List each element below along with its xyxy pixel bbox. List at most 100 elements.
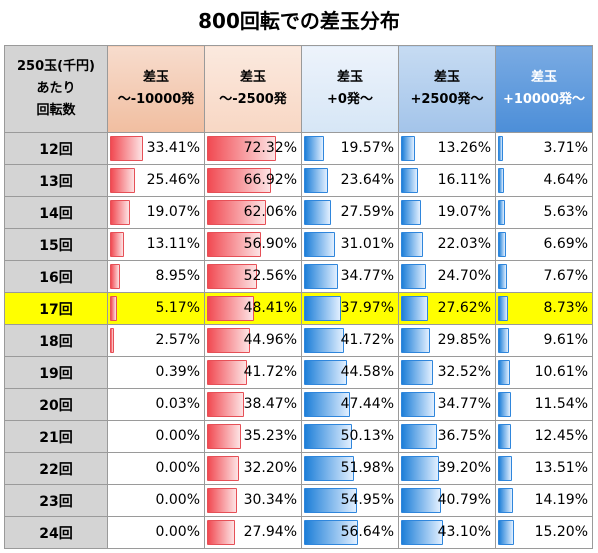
data-bar [304, 200, 331, 225]
percentage-value: 0.00% [155, 460, 200, 476]
value-cell: 5.63% [495, 196, 593, 229]
data-bar [110, 232, 124, 257]
percentage-value: 56.90% [243, 236, 297, 252]
column-header: 差玉 ～-10000発 [107, 45, 205, 133]
column-header-line1: 差玉 [433, 70, 460, 85]
value-cell: 56.90% [204, 228, 302, 261]
value-cell: 8.95% [107, 260, 205, 293]
percentage-value: 22.03% [437, 236, 491, 252]
value-cell: 23.64% [301, 164, 399, 197]
percentage-value: 47.44% [340, 396, 394, 412]
data-bar [304, 392, 350, 417]
value-cell: 48.41% [204, 292, 302, 325]
percentage-value: 41.72% [340, 332, 394, 348]
data-bar [207, 392, 244, 417]
percentage-value: 4.64% [543, 172, 588, 188]
value-cell: 52.56% [204, 260, 302, 293]
value-cell: 12.45% [495, 420, 593, 453]
data-bar [401, 520, 443, 545]
row-label: 13回 [4, 164, 108, 197]
column-header-line1: 差玉 [530, 70, 557, 85]
percentage-value: 7.67% [543, 268, 588, 284]
table-row: 18回 2.57% 44.96% 41.72% 29.85% 9.61% [4, 324, 593, 357]
percentage-value: 6.69% [543, 236, 588, 252]
value-cell: 19.07% [107, 196, 205, 229]
value-cell: 35.23% [204, 420, 302, 453]
percentage-value: 66.92% [243, 172, 297, 188]
data-bar [207, 168, 271, 193]
percentage-value: 39.20% [437, 460, 491, 476]
value-cell: 27.62% [398, 292, 496, 325]
value-cell: 33.41% [107, 132, 205, 165]
data-bar [304, 168, 328, 193]
value-cell: 32.52% [398, 356, 496, 389]
value-cell: 19.07% [398, 196, 496, 229]
value-cell: 16.11% [398, 164, 496, 197]
percentage-value: 36.75% [437, 428, 491, 444]
percentage-value: 44.58% [340, 364, 394, 380]
value-cell: 15.20% [495, 516, 593, 549]
data-bar [304, 264, 338, 289]
data-bar [498, 296, 508, 321]
value-cell: 6.69% [495, 228, 593, 261]
table-row: 24回 0.00% 27.94% 56.64% 43.10% 15.20% [4, 516, 593, 549]
data-bar [401, 360, 433, 385]
percentage-value: 35.23% [243, 428, 297, 444]
data-bar [110, 200, 130, 225]
percentage-value: 19.57% [340, 140, 394, 156]
row-label: 23回 [4, 484, 108, 517]
value-cell: 0.00% [107, 484, 205, 517]
value-cell: 41.72% [301, 324, 399, 357]
value-cell: 3.71% [495, 132, 593, 165]
column-header-line2: ～-2500発 [219, 92, 287, 107]
data-bar [304, 456, 354, 481]
data-bar [498, 360, 510, 385]
percentage-value: 2.57% [155, 332, 200, 348]
percentage-value: 3.71% [543, 140, 588, 156]
data-bar [401, 168, 418, 193]
distribution-table: 250玉(千円) あたり 回転数 差玉 ～-10000発 差玉 ～-2500発 … [4, 45, 593, 549]
data-bar [110, 168, 135, 193]
value-cell: 32.20% [204, 452, 302, 485]
percentage-value: 27.94% [243, 524, 297, 540]
data-bar [401, 488, 441, 513]
table-row: 19回 0.39% 41.72% 44.58% 32.52% 10.61% [4, 356, 593, 389]
value-cell: 27.59% [301, 196, 399, 229]
table-row: 17回 5.17% 48.41% 37.97% 27.62% 8.73% [4, 292, 593, 325]
column-header: 差玉 +0発～ [301, 45, 399, 133]
percentage-value: 38.47% [243, 396, 297, 412]
value-cell: 30.34% [204, 484, 302, 517]
table-row: 22回 0.00% 32.20% 51.98% 39.20% 13.51% [4, 452, 593, 485]
percentage-value: 34.77% [437, 396, 491, 412]
row-label: 17回 [4, 292, 108, 325]
percentage-value: 29.85% [437, 332, 491, 348]
data-bar [498, 136, 503, 161]
percentage-value: 40.79% [437, 492, 491, 508]
table-title: 800回転での差玉分布 [198, 9, 400, 33]
percentage-value: 0.00% [155, 524, 200, 540]
data-bar [207, 360, 247, 385]
column-header-line2: +0発～ [327, 92, 373, 107]
data-bar [207, 200, 266, 225]
data-bar [207, 456, 239, 481]
row-label: 19回 [4, 356, 108, 389]
value-cell: 56.64% [301, 516, 399, 549]
value-cell: 50.13% [301, 420, 399, 453]
percentage-value: 43.10% [437, 524, 491, 540]
value-cell: 2.57% [107, 324, 205, 357]
table-row: 20回 0.03% 38.47% 47.44% 34.77% 11.54% [4, 388, 593, 421]
percentage-value: 14.19% [534, 492, 588, 508]
percentage-value: 25.46% [146, 172, 200, 188]
data-bar [304, 136, 324, 161]
value-cell: 25.46% [107, 164, 205, 197]
table-row: 13回 25.46% 66.92% 23.64% 16.11% 4.64% [4, 164, 593, 197]
percentage-value: 10.61% [534, 364, 588, 380]
data-bar [207, 296, 254, 321]
column-header: 差玉 ～-2500発 [204, 45, 302, 133]
data-bar [401, 424, 437, 449]
value-cell: 29.85% [398, 324, 496, 357]
row-label: 15回 [4, 228, 108, 261]
percentage-value: 44.96% [243, 332, 297, 348]
value-cell: 40.79% [398, 484, 496, 517]
percentage-value: 72.32% [243, 140, 297, 156]
